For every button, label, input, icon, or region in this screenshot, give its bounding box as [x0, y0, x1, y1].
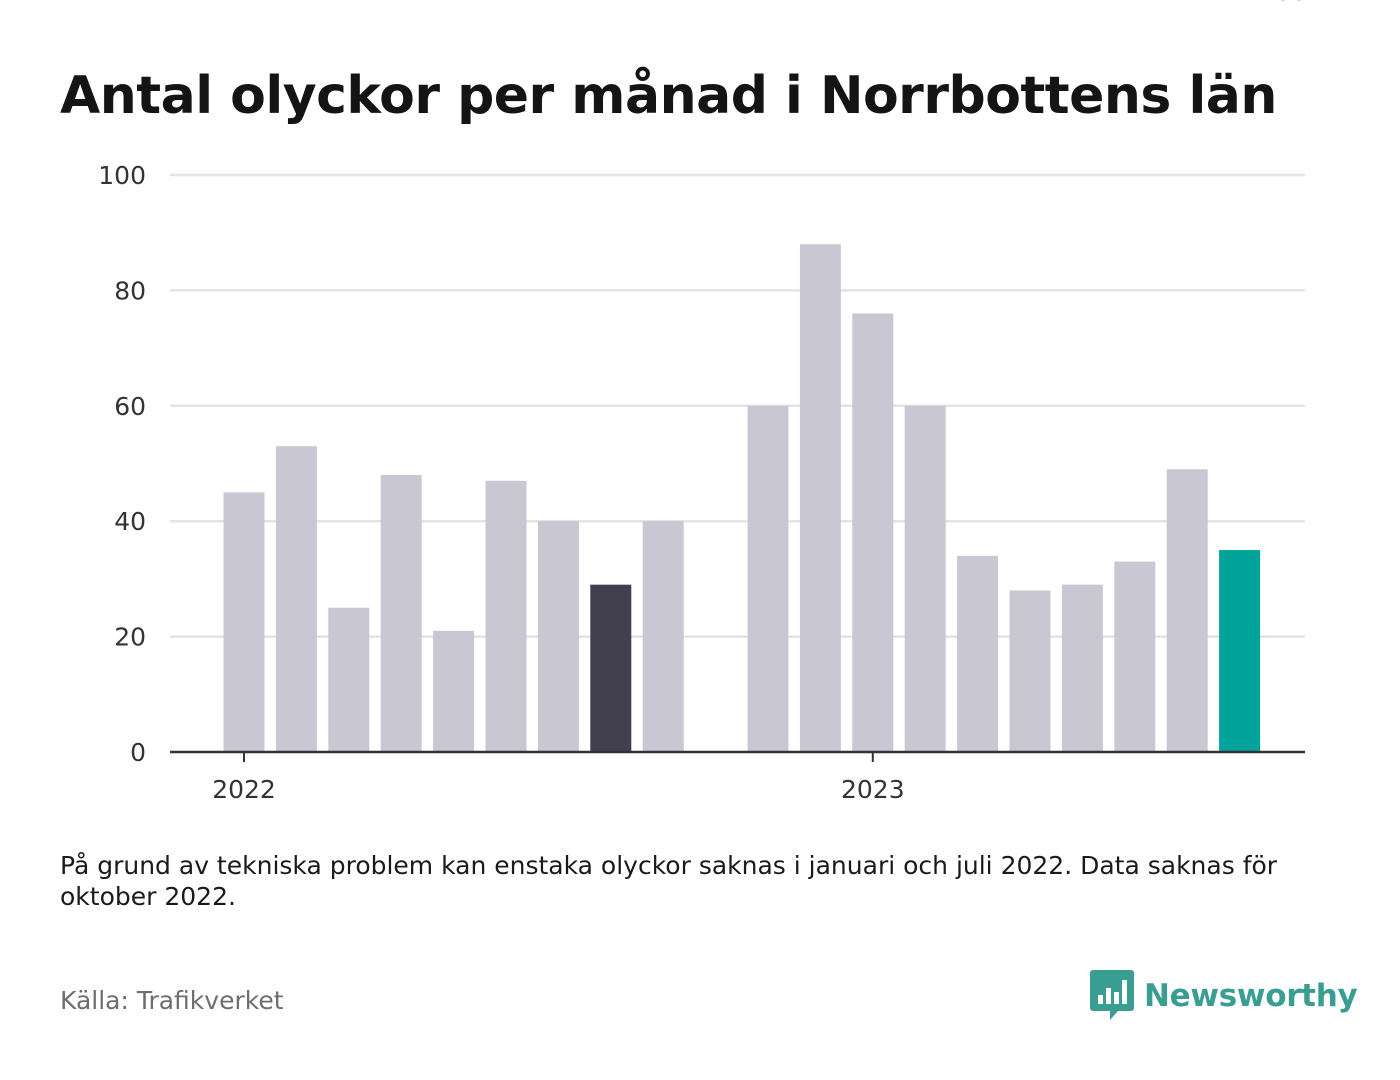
bar	[537, 521, 579, 752]
data-label: 35	[1276, 0, 1308, 6]
bar	[1009, 590, 1051, 752]
bar	[957, 555, 999, 752]
bar	[1166, 469, 1208, 752]
bar	[485, 480, 527, 752]
y-tick-label: 60	[114, 392, 146, 421]
bar	[904, 405, 946, 752]
y-tick-label: 80	[114, 276, 146, 305]
chart-title: Antal olyckor per månad i Norrbottens lä…	[60, 66, 1277, 126]
bar	[275, 446, 317, 752]
bar-chart-speech-bubble-icon	[1090, 970, 1134, 1020]
y-tick-label: 20	[114, 623, 146, 652]
bar	[1219, 550, 1261, 752]
y-tick-label: 40	[114, 507, 146, 536]
source-credit: Källa: Trafikverket	[60, 986, 284, 1015]
bar	[380, 475, 422, 752]
newsworthy-logo[interactable]: Newsworthy	[1090, 970, 1358, 1022]
bar	[590, 584, 632, 752]
bar	[747, 405, 789, 752]
y-tick-label: 100	[98, 161, 146, 190]
bar-chart: 0 20 40 60 80 100 35 2022 2023	[98, 0, 1308, 804]
bar	[799, 244, 841, 753]
bar	[642, 521, 684, 752]
y-tick-label: 0	[130, 738, 146, 767]
x-tick-label: 2022	[212, 775, 276, 804]
bar	[852, 313, 894, 752]
bar	[223, 492, 265, 752]
brand-name: Newsworthy	[1144, 978, 1358, 1014]
bar	[328, 607, 370, 752]
bar	[1114, 561, 1156, 752]
x-tick-label: 2023	[841, 775, 905, 804]
chart-footnote: På grund av tekniska problem kan enstaka…	[60, 851, 1278, 911]
bar	[433, 630, 475, 752]
bar	[1061, 584, 1103, 752]
